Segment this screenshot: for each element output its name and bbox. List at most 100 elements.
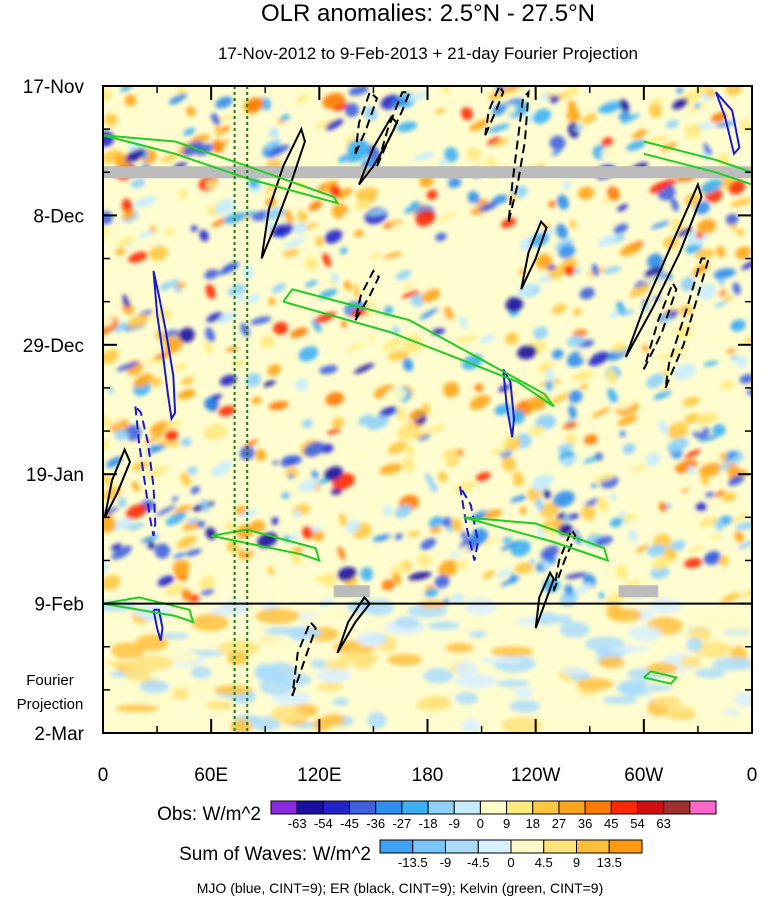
anomaly-cell <box>311 470 319 480</box>
colorbar-level-label: -18 <box>419 816 438 831</box>
anomaly-cell <box>680 510 690 526</box>
anomaly-cell <box>425 473 434 488</box>
anomaly-cell <box>566 335 585 348</box>
projection-cell <box>712 657 752 671</box>
anomaly-cell <box>181 589 193 602</box>
projection-cell <box>496 679 530 688</box>
anomaly-cell <box>211 217 229 228</box>
projection-cell <box>226 652 249 665</box>
anomaly-cell <box>672 363 697 380</box>
anomaly-cell <box>557 443 574 452</box>
anomaly-cell <box>149 245 168 261</box>
x-tick-label: 120W <box>511 765 561 786</box>
anomaly-cell <box>721 491 736 503</box>
colorbar-swatch <box>401 800 429 815</box>
projection-cell <box>258 638 293 650</box>
anomaly-cell <box>700 178 723 194</box>
anomaly-cell <box>324 229 343 244</box>
anomaly-cell <box>684 123 702 139</box>
anomaly-cell <box>279 521 290 534</box>
colorbar-level-label: -4.5 <box>467 855 489 870</box>
anomaly-cell <box>555 238 574 251</box>
anomaly-cell <box>124 94 137 107</box>
anomaly-cell <box>236 291 244 304</box>
projection-cell <box>355 631 385 647</box>
anomaly-cell <box>705 491 715 498</box>
anomaly-cell <box>109 321 133 333</box>
anomaly-cell <box>105 229 121 244</box>
projection-cell <box>213 685 253 695</box>
anomaly-cell <box>280 114 291 121</box>
anomaly-cell <box>291 533 299 542</box>
anomaly-cell <box>705 395 716 404</box>
anomaly-cell <box>112 517 133 532</box>
anomaly-cell <box>698 435 718 442</box>
projection-label-line-1: Fourier <box>26 672 74 689</box>
anomaly-cell <box>226 540 239 554</box>
er-contour <box>642 280 678 370</box>
anomaly-cell <box>437 471 448 483</box>
anomaly-cell <box>271 517 280 526</box>
anomaly-cell <box>620 513 637 523</box>
anomaly-cell <box>714 300 728 308</box>
er-contour <box>534 570 555 629</box>
anomaly-cell <box>481 570 496 580</box>
anomaly-cell <box>120 86 133 92</box>
anomaly-cell <box>183 127 196 136</box>
anomaly-cell <box>682 396 700 407</box>
anomaly-cell <box>529 558 536 565</box>
anomaly-cell <box>342 213 352 222</box>
projection-cell <box>559 621 590 638</box>
anomaly-cell <box>302 419 313 429</box>
anomaly-cell <box>111 545 132 560</box>
waves-colorbar: Sum of Waves: W/m^2 -13.5 -9 -4.5 0 4.5 9 13.5 <box>179 839 643 870</box>
anomaly-cell <box>103 575 121 591</box>
colorbar-swatch <box>584 800 612 815</box>
anomaly-cell <box>312 530 325 542</box>
anomaly-cell <box>641 344 649 352</box>
anomaly-cell <box>706 495 717 510</box>
anomaly-cell <box>187 466 198 475</box>
anomaly-cell <box>569 219 577 229</box>
anomaly-cell <box>165 512 187 526</box>
anomaly-cell <box>280 455 296 468</box>
colorbar-swatch <box>453 800 481 815</box>
anomaly-cell <box>255 449 267 462</box>
anomaly-cell <box>609 517 623 528</box>
anomaly-cell <box>186 517 200 524</box>
anomaly-cell <box>535 253 553 270</box>
anomaly-cell <box>450 593 465 605</box>
anomaly-cell <box>180 376 195 386</box>
anomaly-cell <box>596 497 609 513</box>
anomaly-cell <box>655 352 679 360</box>
anomaly-cell <box>176 282 186 289</box>
anomaly-cell <box>145 235 153 242</box>
anomaly-cell <box>268 297 276 306</box>
projection-cell <box>332 697 350 707</box>
anomaly-cell <box>218 405 236 417</box>
anomaly-cell <box>593 474 616 483</box>
anomaly-cell <box>350 308 368 317</box>
anomaly-cell <box>408 409 424 421</box>
y-tick-label: 19-Jan <box>26 465 84 486</box>
anomaly-cell <box>338 513 347 527</box>
anomaly-cell <box>348 547 370 562</box>
anomaly-cell <box>706 87 716 98</box>
colorbar-level-label: 9 <box>573 855 580 870</box>
anomaly-cell <box>613 270 628 282</box>
anomaly-cell <box>680 488 690 494</box>
anomaly-cell <box>369 252 383 260</box>
projection-cell <box>734 692 752 707</box>
anomaly-cell <box>667 422 689 440</box>
anomaly-cell <box>353 363 375 374</box>
anomaly-cell <box>366 415 389 430</box>
anomaly-cell <box>337 566 357 582</box>
er-contour <box>624 181 703 358</box>
anomaly-cell <box>203 341 213 354</box>
anomaly-cell <box>114 428 127 441</box>
anomaly-cell <box>365 335 373 345</box>
anomaly-cell <box>450 518 463 532</box>
anomaly-cell <box>551 303 567 315</box>
anomaly-cell <box>687 465 696 476</box>
anomaly-cell <box>422 402 431 415</box>
